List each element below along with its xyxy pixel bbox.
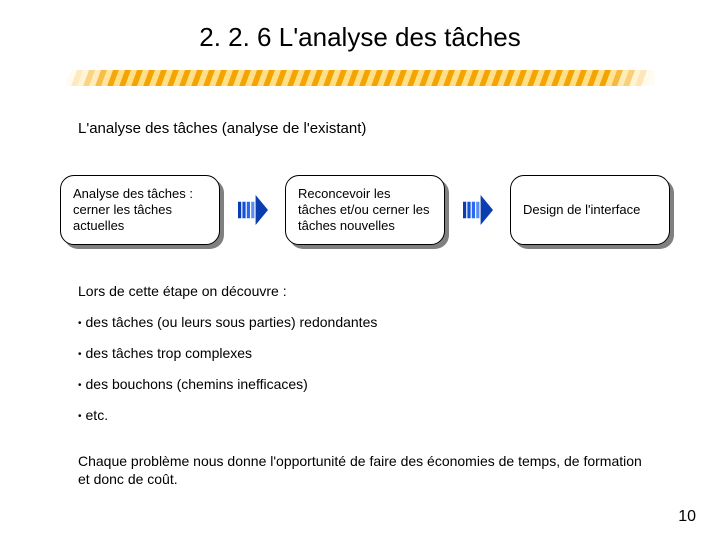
bullet-dot-icon: • (78, 318, 86, 329)
box-3: Design de l'interface (510, 175, 670, 245)
title-underline (65, 70, 655, 86)
page-number: 10 (678, 508, 696, 526)
bullet-text: des tâches trop complexes (86, 345, 253, 361)
box-2-text: Reconcevoir les tâches et/ou cerner les … (298, 186, 432, 235)
box-3-text: Design de l'interface (523, 202, 640, 218)
slide-title: 2. 2. 6 L'analyse des tâches (0, 22, 720, 53)
bullet-text: des bouchons (chemins inefficaces) (86, 376, 308, 392)
bullet-item: •des tâches (ou leurs sous parties) redo… (78, 314, 377, 330)
box-2: Reconcevoir les tâches et/ou cerner les … (285, 175, 445, 245)
box-2-wrap: Reconcevoir les tâches et/ou cerner les … (285, 175, 445, 245)
box-1: Analyse des tâches : cerner les tâches a… (60, 175, 220, 245)
bullet-text: etc. (86, 407, 109, 423)
bullet-item: •des tâches trop complexes (78, 345, 252, 361)
arrow-icon (463, 195, 493, 225)
bullet-dot-icon: • (78, 380, 86, 391)
box-3-wrap: Design de l'interface (510, 175, 670, 245)
slide: 2. 2. 6 L'analyse des tâches L'analyse d… (0, 0, 720, 540)
subtitle: L'analyse des tâches (analyse de l'exist… (78, 120, 366, 137)
closing-text: Chaque problème nous donne l'opportunité… (78, 452, 648, 488)
bullet-dot-icon: • (78, 411, 86, 422)
box-1-text: Analyse des tâches : cerner les tâches a… (73, 186, 207, 235)
intro-text: Lors de cette étape on découvre : (78, 283, 287, 299)
bullet-item: •des bouchons (chemins inefficaces) (78, 376, 308, 392)
bullet-item: •etc. (78, 407, 108, 423)
arrow-icon (238, 195, 268, 225)
flow-row: Analyse des tâches : cerner les tâches a… (60, 175, 670, 245)
box-1-wrap: Analyse des tâches : cerner les tâches a… (60, 175, 220, 245)
bullet-text: des tâches (ou leurs sous parties) redon… (86, 314, 378, 330)
bullet-dot-icon: • (78, 349, 86, 360)
